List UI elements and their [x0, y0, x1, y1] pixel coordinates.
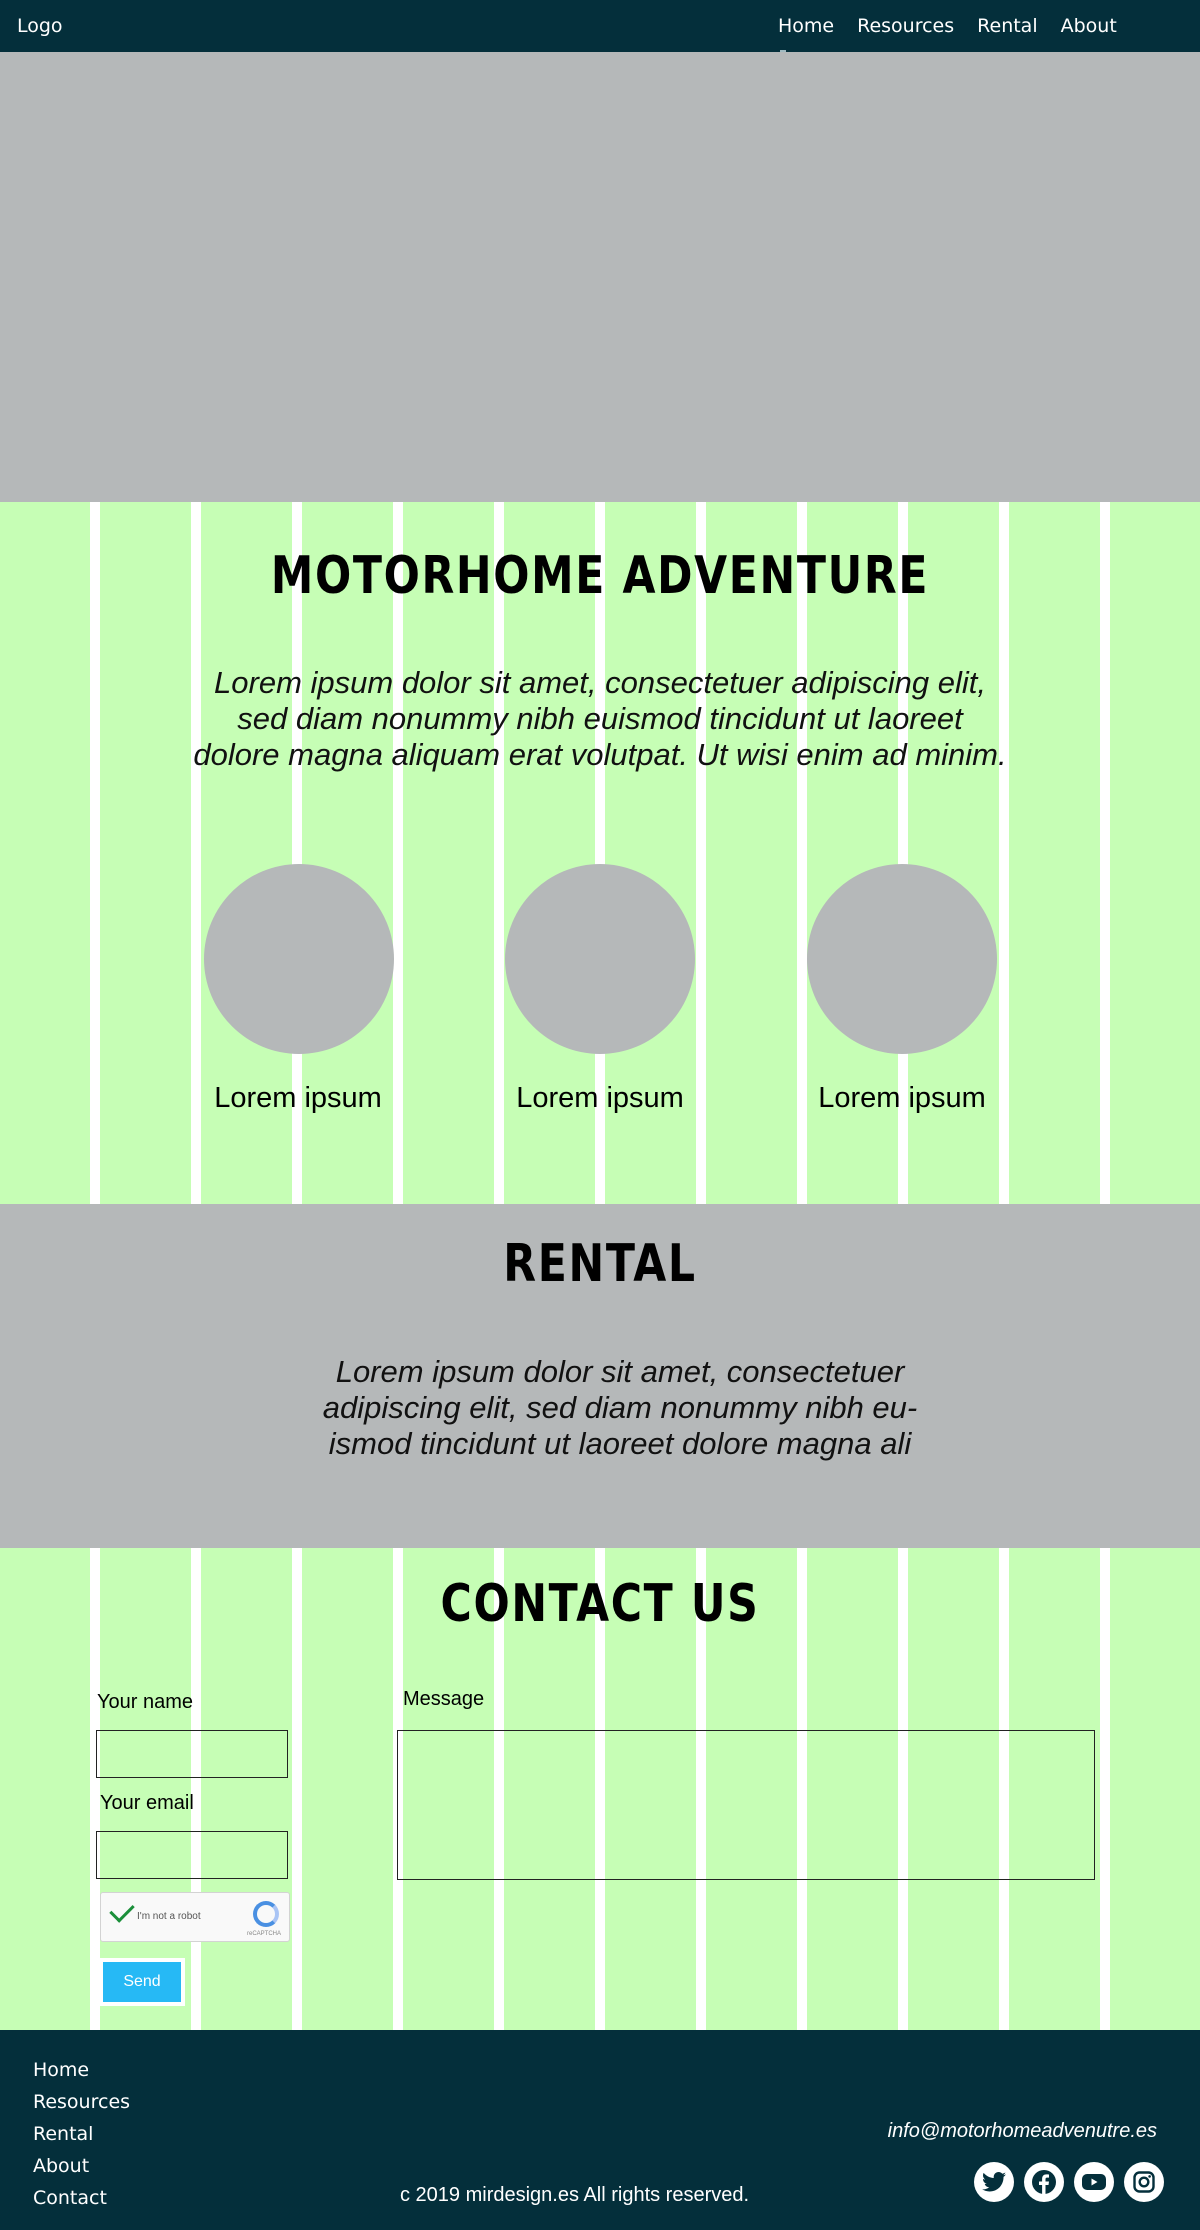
stripe [494, 502, 504, 1204]
send-button[interactable]: Send [103, 1962, 181, 2002]
copyright: c 2019 mirdesign.es All rights reserved. [400, 2184, 750, 2206]
name-input[interactable] [96, 1730, 288, 1778]
rental-section: RENTAL Lorem ipsum dolor sit amet, conse… [0, 1204, 1200, 1548]
feature-label-1: Lorem ipsum [214, 1082, 382, 1114]
stripe [393, 1548, 403, 2030]
message-label: Message [403, 1688, 485, 1710]
stripe [1100, 1548, 1110, 2030]
nav-item-resources[interactable]: Resources [857, 15, 955, 37]
nav-item-rental[interactable]: Rental [977, 15, 1038, 37]
email-label: Your email [100, 1792, 194, 1814]
stripe [797, 1548, 807, 2030]
stripe [191, 502, 201, 1204]
feature-label-2: Lorem ipsum [516, 1082, 684, 1114]
nav-item-home[interactable]: Home [778, 15, 835, 37]
footer-link-rental[interactable]: Rental [33, 2123, 94, 2145]
footer: Home Resources Rental About Contact info… [0, 2030, 1200, 2230]
nav-active-indicator [780, 50, 786, 52]
facebook-icon[interactable] [1024, 2162, 1064, 2202]
nav-item-about[interactable]: About [1060, 15, 1117, 37]
footer-link-about[interactable]: About [33, 2155, 90, 2177]
stripe [494, 1548, 504, 2030]
stripe [797, 502, 807, 1204]
stripe [696, 502, 706, 1204]
send-button-frame: Send [99, 1958, 185, 2006]
social-links [974, 2162, 1164, 2202]
intro-title: MOTORHOME ADVENTURE [270, 546, 930, 606]
feature-image-2 [505, 864, 695, 1054]
rental-title: RENTAL [503, 1234, 697, 1294]
stripe [90, 1548, 100, 2030]
recaptcha-brand: reCAPTCHA [246, 1931, 281, 1937]
nav-menu: Home Resources Rental About [778, 15, 1117, 37]
top-nav: Logo Home Resources Rental About [0, 0, 1200, 52]
message-textarea[interactable] [397, 1730, 1095, 1880]
footer-email[interactable]: info@motorhomeadvenutre.es [887, 2120, 1157, 2142]
stripe [1100, 502, 1110, 1204]
stripe [292, 1548, 302, 2030]
stripe [696, 1548, 706, 2030]
checkmark-icon [109, 1897, 135, 1923]
name-label: Your name [97, 1691, 193, 1713]
stripe [595, 1548, 605, 2030]
logo[interactable]: Logo [17, 15, 63, 37]
footer-links: Home Resources Rental About Contact [33, 2054, 130, 2214]
rental-text: Lorem ipsum dolor sit amet, consectetuer… [322, 1354, 918, 1461]
recaptcha-icon [253, 1901, 279, 1927]
stripe [595, 502, 605, 1204]
stripe [393, 502, 403, 1204]
recaptcha-widget[interactable]: I'm not a robot reCAPTCHA [100, 1892, 290, 1942]
feature-image-3 [807, 864, 997, 1054]
twitter-icon[interactable] [974, 2162, 1014, 2202]
stripe [999, 502, 1009, 1204]
stripe [999, 1548, 1009, 2030]
intro-section: MOTORHOME ADVENTURE Lorem ipsum dolor si… [0, 502, 1200, 1204]
contact-title: CONTACT US [440, 1574, 760, 1634]
recaptcha-label: I'm not a robot [137, 1911, 201, 1922]
stripe [191, 1548, 201, 2030]
intro-text: Lorem ipsum dolor sit amet, consectetuer… [193, 665, 1007, 772]
youtube-icon[interactable] [1074, 2162, 1114, 2202]
instagram-icon[interactable] [1124, 2162, 1164, 2202]
stripe [90, 502, 100, 1204]
feature-label-3: Lorem ipsum [818, 1082, 986, 1114]
stripe [898, 502, 908, 1204]
contact-section: CONTACT US Your name Your email Message … [0, 1548, 1200, 2030]
feature-image-1 [204, 864, 394, 1054]
stripe [898, 1548, 908, 2030]
footer-link-resources[interactable]: Resources [33, 2091, 131, 2113]
stripe [292, 502, 302, 1204]
footer-link-home[interactable]: Home [33, 2059, 90, 2081]
hero-image-placeholder [0, 52, 1200, 502]
footer-link-contact[interactable]: Contact [33, 2187, 107, 2209]
email-input[interactable] [96, 1831, 288, 1879]
